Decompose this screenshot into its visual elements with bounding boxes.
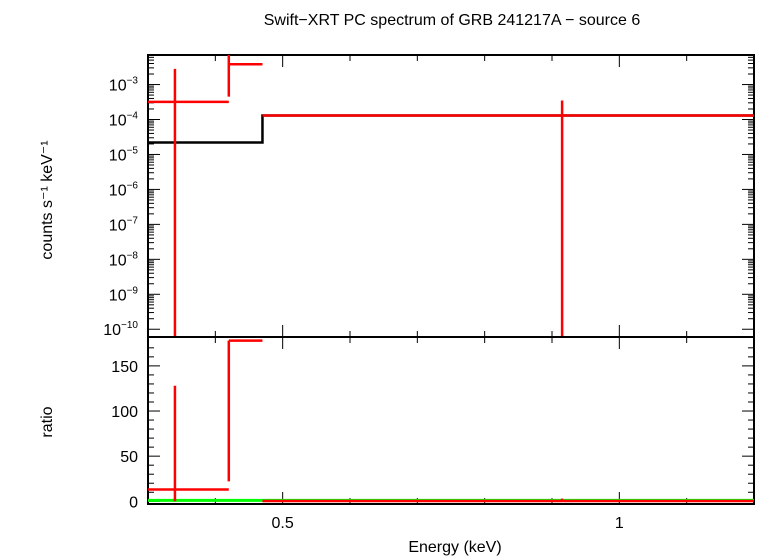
y-tick-label: 10−4 [109, 110, 139, 129]
model-step-line [148, 114, 754, 144]
spectrum-data-point [262, 100, 754, 337]
ratio-data-point [262, 498, 754, 503]
y-tick-label: 0 [129, 494, 138, 511]
y-tick-label: 150 [111, 359, 138, 376]
spectrum-data-point [148, 68, 229, 337]
ratio-panel: 0 50 100 150 0.5 1 [111, 336, 755, 532]
x-axis-label: Energy (keV) [408, 539, 501, 556]
spectrum-frame [147, 54, 755, 338]
ratio-frame [147, 336, 755, 505]
x-tick-label: 0.5 [272, 515, 294, 532]
chart-title: Swift−XRT PC spectrum of GRB 241217A − s… [264, 12, 641, 29]
y-tick-label: 10−5 [109, 145, 139, 164]
y-tick-label: 10−9 [109, 285, 139, 304]
top-y-axis-label: counts s⁻¹ keV⁻¹ [39, 140, 56, 259]
y-tick-label: 10−6 [109, 180, 139, 199]
y-tick-label: 10−10 [103, 320, 138, 339]
y-tick-label: 10−3 [109, 76, 139, 95]
spectrum-panel: 10−3 10−4 10−5 10−6 10−7 10−8 10−9 10−10 [103, 54, 755, 339]
ratio-data-point [227, 339, 263, 482]
bottom-y-axis-label: ratio [39, 406, 56, 437]
x-tick-label: 1 [615, 515, 624, 532]
y-tick-label: 100 [111, 404, 138, 421]
y-tick-label: 10−7 [109, 215, 139, 234]
y-tick-label: 10−8 [109, 250, 139, 269]
ratio-data-point [148, 385, 229, 502]
y-tick-label: 50 [120, 449, 138, 466]
spectrum-data-point [227, 55, 263, 97]
